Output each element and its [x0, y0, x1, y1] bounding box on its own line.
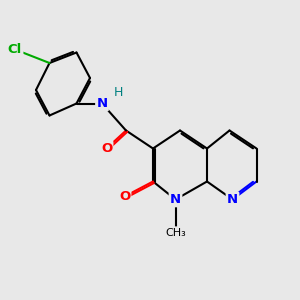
Text: H: H: [114, 86, 123, 100]
Text: N: N: [227, 193, 238, 206]
Text: N: N: [96, 97, 108, 110]
Text: CH₃: CH₃: [165, 227, 186, 238]
Text: Cl: Cl: [8, 43, 22, 56]
Text: N: N: [170, 193, 181, 206]
Text: O: O: [101, 142, 112, 155]
Text: O: O: [119, 190, 130, 203]
